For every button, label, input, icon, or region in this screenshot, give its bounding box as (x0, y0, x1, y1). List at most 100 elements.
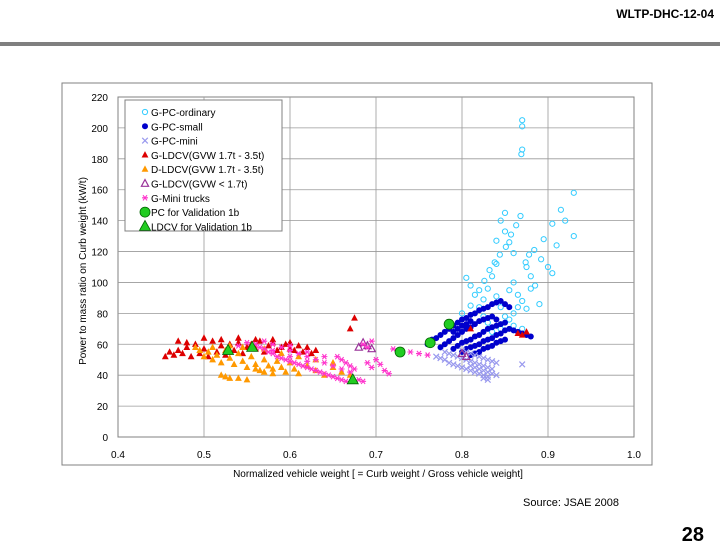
data-point (222, 372, 229, 380)
data-point (471, 359, 479, 367)
data-point (553, 242, 560, 249)
data-point (467, 367, 474, 374)
data-point (308, 349, 315, 357)
data-point (480, 354, 487, 362)
data-point (480, 362, 487, 370)
data-point (273, 357, 281, 364)
data-point (476, 287, 483, 294)
data-point (204, 348, 212, 355)
data-point (486, 266, 493, 274)
data-point (450, 361, 457, 368)
data-point (513, 222, 520, 229)
data-point (364, 344, 371, 351)
data-point (287, 347, 293, 354)
source-note: Source: JSAE 2008 (523, 497, 620, 509)
data-point (303, 343, 311, 350)
data-point (360, 341, 367, 348)
y-tick-label: 0 (102, 433, 108, 444)
data-point (461, 351, 471, 361)
y-tick-label: 120 (91, 248, 108, 259)
data-point (454, 332, 461, 338)
data-point (514, 291, 522, 298)
data-point (480, 328, 487, 335)
page-number: 28 (681, 524, 704, 546)
data-point (441, 356, 449, 363)
data-point (174, 346, 182, 354)
data-point (475, 353, 483, 360)
data-point (517, 212, 524, 220)
data-point (235, 342, 242, 349)
data-point (351, 314, 358, 321)
x-tick-label: 0.4 (111, 450, 125, 461)
y-tick-label: 160 (91, 186, 108, 197)
data-point (290, 346, 298, 354)
data-point (269, 369, 277, 377)
data-point (321, 353, 328, 360)
legend-entry: LDCV for Validation 1b (151, 222, 252, 233)
data-point (454, 319, 461, 326)
data-point (489, 273, 496, 280)
data-point (467, 362, 474, 370)
data-point (209, 337, 216, 344)
data-point (265, 342, 272, 349)
legend-marker (139, 206, 151, 218)
data-point (497, 298, 504, 304)
data-point (295, 350, 302, 357)
data-point (501, 228, 509, 235)
data-point (287, 342, 293, 349)
data-point (217, 359, 225, 366)
data-point (549, 270, 556, 277)
data-point (243, 376, 251, 383)
data-point (459, 328, 465, 335)
data-point (536, 300, 543, 308)
data-point (390, 345, 397, 352)
data-point (196, 346, 204, 354)
data-point (252, 365, 259, 372)
data-point (183, 338, 191, 346)
data-point (501, 313, 509, 320)
data-point (484, 376, 492, 384)
data-point (445, 350, 453, 357)
gridlines (118, 97, 634, 437)
data-point (269, 341, 276, 348)
data-point (488, 365, 496, 373)
data-point (506, 304, 513, 311)
data-point (454, 325, 461, 332)
data-point (557, 206, 565, 213)
data-point (519, 297, 526, 305)
data-point (245, 340, 259, 352)
x-tick-label: 0.8 (455, 450, 469, 461)
data-point (454, 362, 461, 370)
data-point (187, 352, 195, 360)
data-point (467, 350, 474, 357)
x-tick-label: 0.9 (541, 450, 555, 461)
y-tick-label: 80 (97, 309, 109, 320)
data-point (174, 337, 182, 344)
series-ldcv-for-validation-1b (221, 340, 359, 385)
data-point (346, 325, 354, 332)
data-point (433, 335, 440, 342)
data-point (354, 342, 364, 351)
data-point (497, 330, 504, 337)
data-point (491, 259, 498, 266)
data-point (407, 349, 414, 355)
y-tick-label: 100 (91, 278, 108, 289)
data-point (532, 282, 539, 289)
data-point (217, 342, 225, 349)
legend-marker (141, 108, 149, 116)
data-point (467, 282, 474, 289)
legend-marker (141, 137, 149, 144)
data-point (519, 123, 526, 130)
legend-marker (140, 178, 150, 187)
x-axis-label: Normalized vehicle weight [ = Curb weigh… (233, 469, 523, 480)
data-point (489, 342, 496, 349)
data-point (441, 348, 449, 356)
data-point (471, 368, 479, 376)
data-point (338, 356, 345, 363)
data-point (239, 343, 247, 350)
data-point (394, 346, 406, 358)
data-point (493, 293, 500, 300)
data-point (476, 349, 483, 355)
data-point (269, 347, 276, 354)
data-point (488, 370, 496, 377)
